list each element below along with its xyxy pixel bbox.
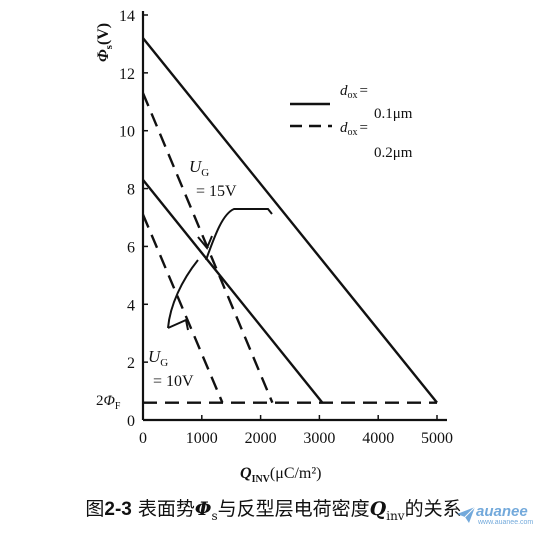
caption-prefix: 图 xyxy=(85,498,105,520)
caption-q-sub: inv xyxy=(386,508,405,523)
x-tick-label: 4000 xyxy=(362,430,394,447)
chart-series xyxy=(141,37,438,404)
figure-caption: 图2-3 表面势Φs与反型层电荷密度Qinv的关系 xyxy=(0,494,547,523)
chart-legend xyxy=(290,102,332,128)
paper-plane-icon xyxy=(457,506,476,523)
y-tick-label: 12 xyxy=(119,66,135,83)
legend-label-2: dox = xyxy=(340,120,368,138)
watermark-subtext: www.auanee.com xyxy=(478,519,534,526)
annotation-ug10-value: = 10V xyxy=(153,373,194,390)
caption-q-symbol: Q xyxy=(369,498,387,520)
series-line-4 xyxy=(141,214,224,404)
y-tick-label: 8 xyxy=(127,182,135,199)
x-axis-label: QINV(μC/m²) xyxy=(240,465,322,485)
chart-annotations xyxy=(167,208,273,331)
caption-text-3: 的关系 xyxy=(404,498,462,520)
y-tick-label: 4 xyxy=(127,297,135,314)
y-tick-label: 6 xyxy=(127,239,135,256)
watermark-text: auanee xyxy=(476,503,528,520)
chart: 0 1000 2000 3000 4000 5000 0 2 4 6 8 10 12 14 Φs(V) Q… xyxy=(95,8,453,485)
annotation-ug15-arrowhead xyxy=(197,235,213,250)
y-axis-label: Φs(V) xyxy=(95,23,115,62)
watermark: auanee www.auanee.com xyxy=(456,503,546,531)
caption-phi-sub: s xyxy=(211,508,218,523)
x-tick-label: 0 xyxy=(139,430,147,447)
annotation-ug15-leader xyxy=(205,208,273,261)
phi-f-label: 2ΦF xyxy=(96,393,121,412)
caption-text-2: 与反型层电荷密度 xyxy=(217,498,370,520)
series-line-1 xyxy=(142,37,438,404)
annotation-ug10-label: UG xyxy=(148,347,168,369)
x-tick-label: 1000 xyxy=(186,430,218,447)
x-tick-label: 2000 xyxy=(245,430,277,447)
annotation-ug10-leader xyxy=(167,259,199,329)
y-tick-label: 10 xyxy=(119,124,135,141)
y-tick-label: 14 xyxy=(119,8,135,25)
x-tick-label: 5000 xyxy=(421,430,453,447)
caption-phi-symbol: Φ xyxy=(194,498,212,520)
annotation-ug15-label: UG xyxy=(189,157,209,179)
y-tick-label: 0 xyxy=(127,413,135,430)
caption-text-1: 表面势 xyxy=(131,498,195,520)
annotation-ug10-arrowhead xyxy=(167,318,189,331)
chart-ticks: 0 1000 2000 3000 4000 5000 0 2 4 6 8 10 12 14 xyxy=(119,8,453,447)
annotation-ug15-value: = 15V xyxy=(196,183,237,200)
series-line-2 xyxy=(142,179,324,404)
caption-number: 2-3 xyxy=(104,499,132,520)
legend-label-1: dox = xyxy=(340,83,368,101)
legend-value-1: 0.1μm xyxy=(374,106,413,122)
y-tick-label: 2 xyxy=(127,355,135,372)
legend-value-2: 0.2μm xyxy=(374,145,413,161)
x-tick-label: 3000 xyxy=(303,430,335,447)
